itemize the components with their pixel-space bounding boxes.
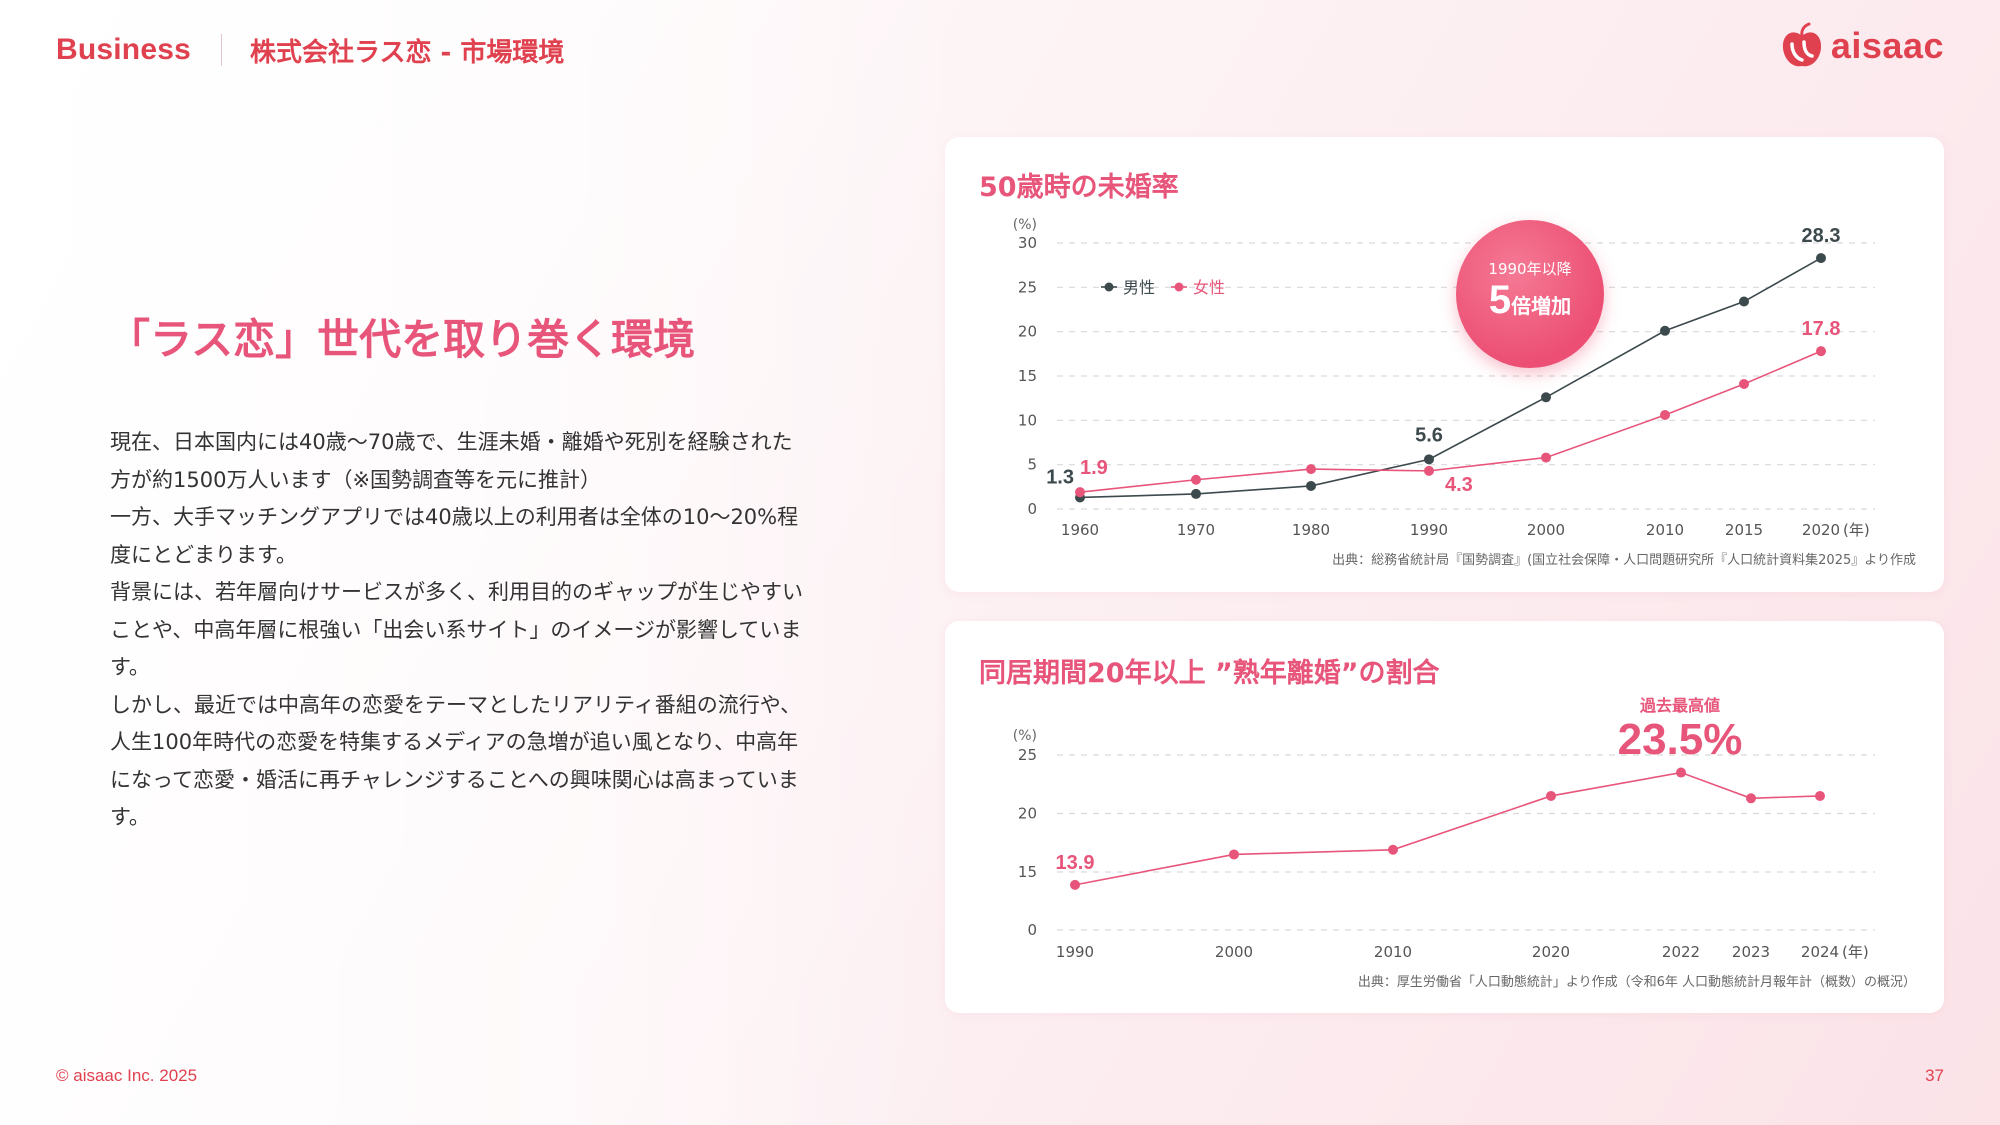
unmarried-rate-chart: (%) 0 5 10 15 20 25 30 1960 1970 1980 1990 2000 2010 2… (1013, 217, 1875, 539)
data-point (1388, 844, 1398, 855)
data-point (1424, 465, 1434, 476)
y-tick-label: 5 (1027, 456, 1037, 474)
legend-marker (1104, 282, 1114, 292)
data-point (1070, 879, 1080, 890)
y-tick-label: 15 (1018, 863, 1037, 881)
increase-badge: 1990年以降 5倍増加 (1456, 220, 1604, 368)
y-unit-label: (%) (1013, 728, 1037, 744)
data-point (1816, 253, 1826, 264)
chart-title: 同居期間20年以上 ”熟年離婚”の割合 (979, 658, 1440, 689)
y-tick-label: 0 (1027, 921, 1037, 939)
breadcrumb: 株式会社ラス恋 - 市場環境 (250, 37, 565, 68)
data-label: 17.8 (1802, 318, 1841, 340)
data-point (1660, 410, 1670, 421)
data-point (1739, 378, 1749, 389)
x-tick-label: 2022 (1662, 943, 1700, 961)
y-tick-label: 15 (1018, 367, 1037, 385)
x-unit-label: (年) (1843, 521, 1870, 539)
data-label: 13.9 (1056, 852, 1095, 874)
header-divider (221, 34, 222, 66)
legend-label: 男性 (1123, 278, 1155, 297)
legend-label: 女性 (1193, 278, 1225, 297)
y-tick-label: 10 (1018, 411, 1037, 429)
y-tick-label: 30 (1018, 234, 1037, 252)
data-point (1546, 790, 1556, 801)
x-unit-label: (年) (1842, 943, 1869, 961)
data-label: 4.3 (1445, 474, 1473, 496)
series-line (1074, 771, 1821, 886)
x-tick-label: 2020 (1532, 943, 1570, 961)
data-point (1191, 474, 1201, 485)
logo-text: aisaac (1830, 25, 1944, 66)
data-label: 5.6 (1415, 424, 1443, 446)
x-tick-label: 2020 (1802, 521, 1840, 539)
peak-caption: 過去最高値 (1639, 696, 1720, 715)
x-tick-label: 1960 (1061, 521, 1099, 539)
data-point (1746, 793, 1756, 804)
apple-icon (1782, 22, 1821, 67)
x-tick-label: 1990 (1056, 943, 1094, 961)
aisaac-logo: aisaac (1779, 22, 1944, 70)
header: Business 株式会社ラス恋 - 市場環境 (56, 30, 564, 70)
data-label: 1.9 (1080, 457, 1108, 479)
x-tick-label: 2015 (1725, 521, 1763, 539)
chart-source: 出典：厚生労働省「人口動態統計」より作成（令和6年 人口動態統計月報年計（概数）… (1357, 975, 1916, 990)
series-line (1079, 350, 1822, 493)
data-label: 28.3 (1802, 225, 1841, 247)
badge-number: 5 (1488, 278, 1512, 322)
x-tick-label: 1970 (1177, 521, 1215, 539)
data-point (1815, 790, 1825, 801)
y-unit-label: (%) (1013, 217, 1037, 233)
data-point (1191, 488, 1201, 499)
y-tick-label: 0 (1027, 500, 1037, 518)
body-paragraph: 背景には、若年層向けサービスが多く、利用目的のギャップが生じやすいことや、中高年… (110, 580, 803, 679)
peak-label: 過去最高値 23.5% (1590, 692, 1770, 764)
footer-copyright: © aisaac Inc. 2025 (56, 1066, 198, 1085)
chart-source: 出典：総務省統計局『国勢調査』(国立社会保障・人口問題研究所『人口統計資料集20… (1332, 553, 1916, 568)
page-title: 「ラス恋」世代を取り巻く環境 (108, 315, 696, 364)
chart-card-unmarried: 50歳時の未婚率 (%) 0 5 10 15 20 25 30 1960 1970 1980 1990… (945, 137, 1944, 592)
x-tick-label: 1980 (1292, 521, 1330, 539)
badge-unit: 倍増加 (1511, 294, 1572, 318)
body-paragraph: しかし、最近では中高年の恋愛をテーマとしたリアリティ番組の流行や、人生100年時… (110, 692, 802, 830)
data-point (1660, 325, 1670, 336)
data-point (1541, 392, 1551, 403)
late-divorce-chart: (%) 0 15 20 25 1990 2000 2010 2020 2022 2023 2024 (年… (1013, 728, 1875, 961)
series-line (1079, 257, 1822, 499)
data-point (1816, 346, 1826, 357)
x-tick-label: 2023 (1732, 943, 1770, 961)
brand-label: Business (56, 33, 191, 66)
data-point (1306, 480, 1316, 491)
background-fade (0, 0, 980, 1125)
y-tick-label: 25 (1018, 746, 1037, 764)
data-label: 1.3 (1046, 466, 1074, 488)
x-tick-label: 2010 (1646, 521, 1684, 539)
data-point (1075, 487, 1085, 498)
body-paragraph: 一方、大手マッチングアプリでは40歳以上の利用者は全体の10〜20%程度にとどま… (110, 505, 799, 567)
x-tick-label: 2010 (1374, 943, 1412, 961)
chart-card-divorce: 同居期間20年以上 ”熟年離婚”の割合 (%) 0 15 20 25 1990 2000 20… (945, 621, 1944, 1013)
page-number: 37 (1925, 1066, 1944, 1085)
chart-title: 50歳時の未婚率 (979, 172, 1179, 203)
badge-caption: 1990年以降 (1488, 260, 1572, 278)
data-point (1676, 767, 1686, 778)
x-tick-label: 1990 (1410, 521, 1448, 539)
x-tick-label: 2000 (1215, 943, 1253, 961)
data-point (1306, 464, 1316, 475)
y-tick-label: 20 (1018, 805, 1037, 823)
body-text: 現在、日本国内には40歳〜70歳で、生涯未婚・離婚や死別を経験された方が約150… (110, 424, 810, 837)
data-point (1229, 849, 1239, 860)
legend-marker (1174, 282, 1184, 292)
data-point (1541, 452, 1551, 463)
data-point (1424, 454, 1434, 465)
x-tick-label: 2000 (1527, 521, 1565, 539)
y-tick-label: 20 (1018, 323, 1037, 341)
y-tick-label: 25 (1018, 278, 1037, 296)
body-paragraph: 現在、日本国内には40歳〜70歳で、生涯未婚・離婚や死別を経験された方が約150… (110, 430, 793, 492)
peak-value: 23.5% (1617, 715, 1743, 764)
x-tick-label: 2024 (1801, 943, 1839, 961)
data-point (1739, 296, 1749, 307)
